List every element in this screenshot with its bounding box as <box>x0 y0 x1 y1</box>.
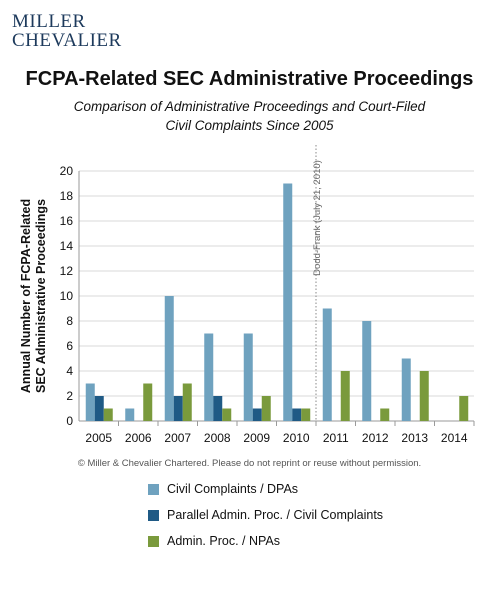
y-tick-label-8: 8 <box>66 314 73 328</box>
legend-swatch-parallel <box>148 509 159 521</box>
bar-admin-2011 <box>340 371 350 421</box>
bar-admin-2010 <box>301 408 311 421</box>
bar-admin-2013 <box>419 371 429 421</box>
subtitle-line-1: Comparison of Administrative Proceedings… <box>73 99 426 114</box>
x-tick-label-2009: 2009 <box>243 431 270 445</box>
bar-admin-2008 <box>222 408 232 421</box>
legend-label-admin: Admin. Proc. / NPAs <box>167 534 280 548</box>
bar-parallel-2010 <box>292 408 302 421</box>
bar-parallel-2007 <box>173 396 183 421</box>
brand-line-1: MILLER <box>12 11 86 32</box>
chart-legend: Civil Complaints / DPAs Parallel Admin. … <box>148 481 383 559</box>
bar-civil-2011 <box>322 308 332 421</box>
y-tick-label-14: 14 <box>60 239 74 253</box>
chart-subtitle: Comparison of Administrative Proceedings… <box>0 97 499 135</box>
bar-admin-2005 <box>103 408 113 421</box>
brand-line-2: CHEVALIER <box>12 30 122 51</box>
bar-parallel-2009 <box>252 408 262 421</box>
bar-admin-2012 <box>380 408 390 421</box>
legend-item-civil: Civil Complaints / DPAs <box>148 481 383 497</box>
bar-civil-2008 <box>204 333 214 421</box>
bar-civil-2005 <box>85 383 95 421</box>
y-axis-label-line-2: SEC Administrative Proceedings <box>34 199 48 393</box>
bar-admin-2009 <box>261 396 271 421</box>
legend-item-admin: Admin. Proc. / NPAs <box>148 533 383 549</box>
y-tick-label-18: 18 <box>60 189 74 203</box>
copyright-notice: © Miller & Chevalier Chartered. Please d… <box>77 458 422 469</box>
legend-label-parallel: Parallel Admin. Proc. / Civil Complaints <box>167 508 384 522</box>
bar-civil-2007 <box>164 296 174 421</box>
y-tick-label-12: 12 <box>60 264 74 278</box>
bar-admin-2007 <box>182 383 192 421</box>
dodd-frank-label: Dodd-Frank (July 21, 2010) <box>312 160 323 276</box>
legend-label-civil: Civil Complaints / DPAs <box>167 482 299 496</box>
bar-civil-2009 <box>243 333 253 421</box>
bar-civil-2010 <box>283 183 293 421</box>
x-tick-label-2010: 2010 <box>283 431 310 445</box>
subtitle-line-2: Civil Complaints Since 2005 <box>165 118 334 133</box>
legend-swatch-civil <box>148 483 159 495</box>
x-tick-label-2012: 2012 <box>362 431 389 445</box>
x-tick-label-2008: 2008 <box>204 431 231 445</box>
x-tick-label-2014: 2014 <box>441 431 468 445</box>
x-tick-label-2013: 2013 <box>401 431 428 445</box>
x-tick-label-2005: 2005 <box>85 431 112 445</box>
x-tick-label-2007: 2007 <box>164 431 191 445</box>
y-tick-label-0: 0 <box>66 414 73 428</box>
legend-swatch-admin <box>148 535 159 547</box>
bar-civil-2012 <box>362 321 372 421</box>
x-tick-label-2006: 2006 <box>125 431 152 445</box>
y-tick-label-20: 20 <box>60 164 74 178</box>
chart-title: FCPA-Related SEC Administrative Proceedi… <box>25 68 474 90</box>
brand-logo: MILLER CHEVALIER <box>12 12 122 50</box>
bar-civil-2006 <box>125 408 135 421</box>
x-tick-label-2011: 2011 <box>323 431 349 445</box>
bar-civil-2013 <box>401 358 411 421</box>
y-tick-label-10: 10 <box>60 289 74 303</box>
legend-item-parallel: Parallel Admin. Proc. / Civil Complaints <box>148 507 383 523</box>
bar-parallel-2008 <box>213 396 223 421</box>
y-tick-label-16: 16 <box>60 214 74 228</box>
bar-parallel-2005 <box>94 396 104 421</box>
bar-admin-2006 <box>143 383 153 421</box>
y-tick-label-6: 6 <box>66 339 73 353</box>
y-tick-label-2: 2 <box>66 389 73 403</box>
bar-chart: 0 2 4 6 8 10 12 14 16 18 20 2005 2006 2007 2008 2009 201… <box>19 145 475 445</box>
y-tick-label-4: 4 <box>66 364 73 378</box>
bar-admin-2014 <box>459 396 469 421</box>
y-axis-label-line-1: Annual Number of FCPA-Related <box>19 199 33 393</box>
